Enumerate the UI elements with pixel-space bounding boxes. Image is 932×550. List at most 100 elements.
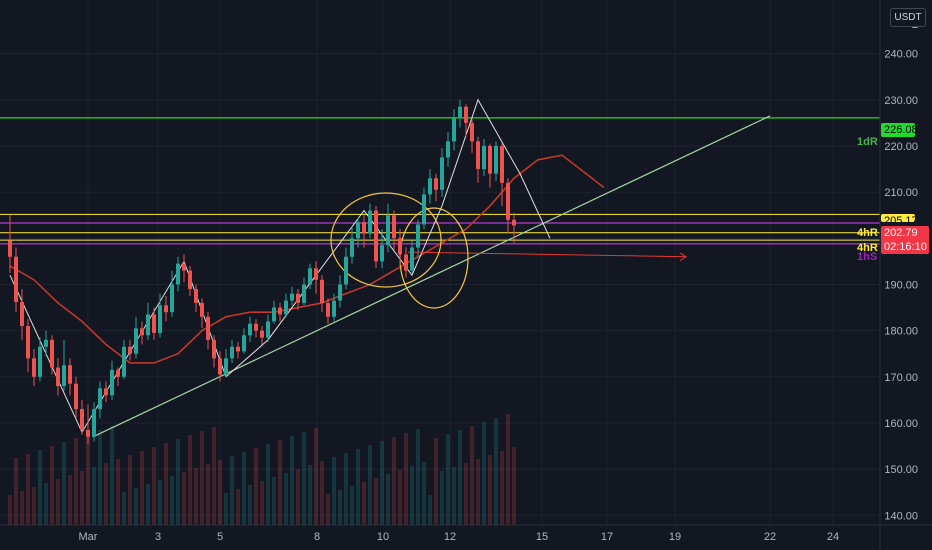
volume-bar xyxy=(338,490,342,525)
volume-bar xyxy=(236,489,240,525)
candle-body xyxy=(218,358,222,375)
quote-currency-badge[interactable]: USDT xyxy=(890,8,926,27)
candle-body xyxy=(482,145,486,170)
candle-body xyxy=(230,346,234,359)
candle-body xyxy=(56,367,60,387)
price-axis[interactable]: 140.00150.00160.00170.00180.00190.00200.… xyxy=(879,0,918,550)
candle-body xyxy=(50,339,54,368)
volume-bar xyxy=(140,451,144,525)
price-tick-label: 230.00 xyxy=(884,95,918,107)
time-tick-label: 3 xyxy=(155,531,161,543)
volume-bar xyxy=(422,462,426,525)
candle xyxy=(284,293,288,317)
candle-countdown: 02:16:10 xyxy=(881,240,929,254)
candle xyxy=(470,118,474,153)
volume-bar xyxy=(380,441,384,525)
candle-body xyxy=(200,302,204,317)
candle xyxy=(392,210,396,250)
volume-bar xyxy=(320,461,324,525)
volume-bar xyxy=(86,434,90,525)
candle xyxy=(218,351,222,382)
candle-body xyxy=(476,141,480,170)
candle-body xyxy=(308,268,312,285)
candle-body xyxy=(44,339,48,347)
volume-bar xyxy=(446,434,450,525)
candle xyxy=(296,289,300,310)
candle-body xyxy=(62,365,66,387)
candle-body xyxy=(296,293,300,303)
candle xyxy=(92,402,96,442)
volume-bar xyxy=(110,426,114,525)
volume-bar xyxy=(458,430,462,525)
4h-resistance-label: 4hR xyxy=(857,227,878,239)
candle-body xyxy=(20,301,24,327)
candle-body xyxy=(332,300,336,317)
candle-body xyxy=(320,279,324,303)
volume-bar xyxy=(488,455,492,525)
volume-bar xyxy=(350,486,354,525)
candle xyxy=(182,254,186,283)
volume-bar xyxy=(176,439,180,525)
candle-body xyxy=(146,314,150,336)
candle-body xyxy=(380,245,384,262)
volume-bar xyxy=(416,429,420,525)
candle-body xyxy=(416,224,420,248)
candle-body xyxy=(374,210,378,262)
candle xyxy=(26,319,30,373)
candle-body xyxy=(32,358,36,377)
price-tick-label: 160.00 xyxy=(884,418,918,430)
price-tick-label: 170.00 xyxy=(884,372,918,384)
1h-support-label: 1hS xyxy=(857,251,878,263)
candle xyxy=(434,173,438,202)
candle xyxy=(356,217,360,248)
candle-body xyxy=(368,210,372,234)
candle-body xyxy=(92,409,96,437)
volume-bar xyxy=(122,492,126,525)
candle-body xyxy=(8,240,12,257)
candle xyxy=(314,261,318,294)
moving-average-line xyxy=(9,154,605,364)
candle-body xyxy=(422,194,426,225)
candle xyxy=(344,247,348,290)
candle xyxy=(500,143,504,206)
price-tick-label: 190.00 xyxy=(884,279,918,291)
candle-body xyxy=(248,323,252,336)
candle xyxy=(14,247,18,313)
candle xyxy=(266,314,270,343)
candle-body xyxy=(152,314,156,333)
candle xyxy=(32,349,36,387)
candle-body xyxy=(446,141,450,158)
time-tick-label: 12 xyxy=(444,531,456,543)
candle-body xyxy=(428,178,432,195)
candle xyxy=(404,247,408,278)
candle-body xyxy=(314,268,318,280)
price-tick-label: 210.00 xyxy=(884,187,918,199)
volume-bar xyxy=(404,433,408,525)
volume-bar xyxy=(290,436,294,525)
candle-body xyxy=(86,429,90,437)
volume-bar xyxy=(200,431,204,525)
volume-bar xyxy=(170,476,174,525)
candle-body xyxy=(212,339,216,359)
candle-body xyxy=(290,293,294,301)
candle xyxy=(200,298,204,329)
candle xyxy=(338,275,342,308)
volume-bar xyxy=(68,475,72,525)
candle-body xyxy=(440,157,444,190)
candle xyxy=(422,187,426,230)
candle xyxy=(302,277,306,306)
volume-bar xyxy=(182,472,186,525)
candle-body xyxy=(500,145,504,183)
time-tick-label: 22 xyxy=(764,531,776,543)
candle xyxy=(326,298,330,324)
candle xyxy=(488,143,492,188)
candle xyxy=(410,240,414,273)
candle xyxy=(428,169,432,204)
time-axis[interactable]: Mar 3 5 8 10 12 15 17 19 22 24 xyxy=(0,524,932,543)
volume-bar xyxy=(254,448,258,525)
candle-body xyxy=(176,263,180,285)
volume-bar xyxy=(374,478,378,525)
candle-body xyxy=(164,305,168,313)
volume-bar xyxy=(512,447,516,525)
